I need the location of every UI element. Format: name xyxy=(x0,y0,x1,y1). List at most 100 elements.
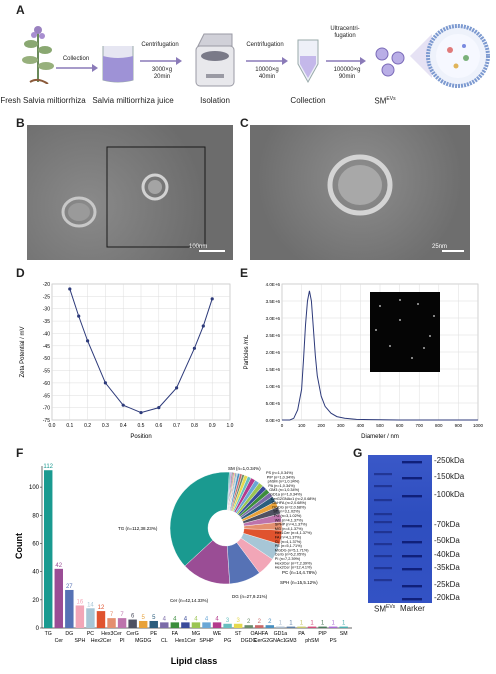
gel-marker-label: -25kDa xyxy=(434,580,460,589)
lipid-category-label: Hex2Cer xyxy=(91,638,112,644)
lipid-ytick: 60 xyxy=(32,541,39,547)
gel-marker-band xyxy=(402,525,422,528)
lipid-bar-value: 3 xyxy=(236,618,240,624)
lipid-bar-sph xyxy=(75,605,85,628)
lipid-bar-value: 1 xyxy=(300,621,304,627)
gel-lane-label-marker: Marker xyxy=(400,604,425,613)
nta-xtick: 800 xyxy=(435,423,443,428)
nta-xtick: 400 xyxy=(357,423,365,428)
nta-ytick: 2.5E+6 xyxy=(266,333,281,338)
nta-chart: 0.0E+0 5.0E+5 1.0E+6 1.5E+6 2.0E+6 2.5E+6 3.0E… xyxy=(244,282,484,440)
lipid-bar-cerg xyxy=(128,619,137,628)
zeta-xtick: 0.6 xyxy=(155,423,162,429)
zeta-ytick: -45 xyxy=(43,344,50,350)
lipid-category-label: FA xyxy=(172,631,179,637)
lipid-bar-mg xyxy=(191,622,201,628)
zeta-point xyxy=(77,314,81,318)
panel-label-d: D xyxy=(16,266,25,280)
nta-xtick: 500 xyxy=(376,423,384,428)
lipid-bar-tg xyxy=(44,470,53,628)
zeta-ytick: -75 xyxy=(43,418,50,424)
nta-xtick: 600 xyxy=(396,423,404,428)
lipid-category-label: SPH xyxy=(75,638,86,644)
lipid-bar-value: 7 xyxy=(120,612,124,618)
pie-label-small: CerG (n=6,2.05%) xyxy=(275,553,307,557)
zeta-ytick: -65 xyxy=(43,393,50,399)
lipid-category-label: PA xyxy=(298,631,305,637)
lipid-bar-mgdg xyxy=(138,620,148,628)
gel-marker-label: -150kDa xyxy=(434,472,465,481)
step-label-smevs: SMEVs xyxy=(374,96,396,106)
pie-label-small: PI (n=7,2.39%) xyxy=(275,557,301,561)
lipid-bar-value: 5 xyxy=(152,615,156,621)
zeta-point xyxy=(103,381,107,385)
workflow-diagram: Collection Centrifugation 3000×g 20min C… xyxy=(0,16,496,110)
gel-marker-band xyxy=(402,495,422,498)
nta-xlabel: Diameter / nm xyxy=(361,434,399,440)
ev-structure-icon xyxy=(410,24,490,88)
lipid-ytick: 80 xyxy=(32,513,39,519)
lipid-category-label: CL xyxy=(161,638,168,644)
lipid-category-label: PI xyxy=(120,638,125,644)
small-evs-icon xyxy=(375,47,405,77)
lipid-category-label: Cer xyxy=(55,638,64,644)
lipid-bar-value: 14 xyxy=(87,602,94,608)
lipid-bar-hex3cer xyxy=(107,618,116,628)
lipid-bar-value: 1 xyxy=(289,621,293,627)
zeta-xtick: 1.0 xyxy=(227,423,234,429)
lipid-bar-value: 12 xyxy=(98,605,105,611)
lipid-bar-pc xyxy=(86,608,95,628)
tem-image-zoomed: 25nm xyxy=(250,125,470,260)
pie-label-tg: TG (n=112,38.23%) xyxy=(118,526,158,531)
lipid-category-label: Hex3Cer xyxy=(101,631,122,637)
zeta-ytick: -25 xyxy=(43,294,50,300)
scale-bar-label-b: 100nm xyxy=(189,244,208,250)
lipid-bar-value: 42 xyxy=(55,563,62,569)
step-label-juice: Salvia miltiorrhiza juice xyxy=(92,96,174,105)
pie-label-dg: DG (n=27,9.21%) xyxy=(232,594,268,599)
lipid-bar-hex2cer xyxy=(96,611,106,628)
lipid-bar-gd1a xyxy=(276,626,285,628)
lipid-bar-fa xyxy=(170,622,180,628)
panel-label-e: E xyxy=(240,266,249,280)
zeta-point xyxy=(175,386,179,390)
nta-ytick: 2.0E+6 xyxy=(266,350,281,355)
zeta-point xyxy=(121,403,125,407)
lipid-ylabel: Count xyxy=(14,533,24,559)
arrow-2-top-label: Centrifugation xyxy=(141,42,179,48)
lipid-bar-pe xyxy=(149,620,158,628)
lipid-category-label: PG xyxy=(224,638,232,644)
gel-marker-label: -50kDa xyxy=(434,536,460,545)
lipid-category-label: DGDG xyxy=(241,638,257,644)
lipid-category-label: Hex1Cer xyxy=(175,638,196,644)
pie-label-small: MGDG (n=5,1.71%) xyxy=(275,548,309,552)
gel-marker-label: -20kDa xyxy=(434,593,460,602)
lipid-bar-value: 112 xyxy=(43,464,53,470)
arrow-1-top-label: Collection xyxy=(62,56,90,62)
lipid-bar-value: 27 xyxy=(66,584,73,590)
lipid-category-label: WE xyxy=(213,631,222,637)
lipid-bar-value: 4 xyxy=(194,616,198,622)
nta-xtick: 200 xyxy=(317,423,325,428)
lipid-bar-sm xyxy=(339,626,348,628)
lipid-ytick: 100 xyxy=(29,485,40,491)
lipid-bar-cer xyxy=(54,568,63,628)
arrow-4-top-label: Ultracentri- fugation xyxy=(330,26,360,39)
pie-label-small: PE (n=5,1.71%) xyxy=(275,544,303,548)
lipid-bar-we xyxy=(212,622,222,628)
lipid-category-label: GM3 xyxy=(285,638,296,644)
zeta-ytick: -55 xyxy=(43,369,50,375)
pie-label-small: GD1a (n=1,0.34%) xyxy=(270,493,302,497)
lipid-category-label: SPHP xyxy=(199,638,214,644)
panel-label-g: G xyxy=(353,446,363,460)
lipid-bar-st xyxy=(233,623,243,628)
nta-ylabel: Particles /mL xyxy=(244,334,250,369)
nta-xtick: 1000 xyxy=(473,423,484,428)
arrow-3-top-label: Centrifugation xyxy=(246,42,284,48)
nta-xtick: 900 xyxy=(455,423,463,428)
salvia-plant-icon xyxy=(22,26,54,84)
lipid-bar-value: 2 xyxy=(247,619,251,625)
pie-label-small: PA (n=1,0.34%) xyxy=(268,484,295,488)
gel-marker-band xyxy=(402,555,422,558)
pie-label-small: PIP (n=1,0.34%) xyxy=(267,475,296,479)
